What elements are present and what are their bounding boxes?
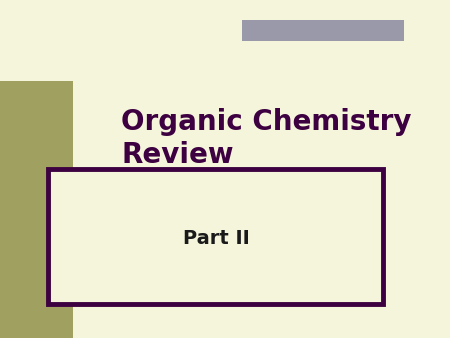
Bar [242, 20, 404, 41]
Text: Part II: Part II [183, 229, 249, 248]
Text: Organic Chemistry
Review: Organic Chemistry Review [121, 108, 412, 169]
FancyBboxPatch shape [49, 169, 383, 304]
Bar [0, 81, 72, 338]
